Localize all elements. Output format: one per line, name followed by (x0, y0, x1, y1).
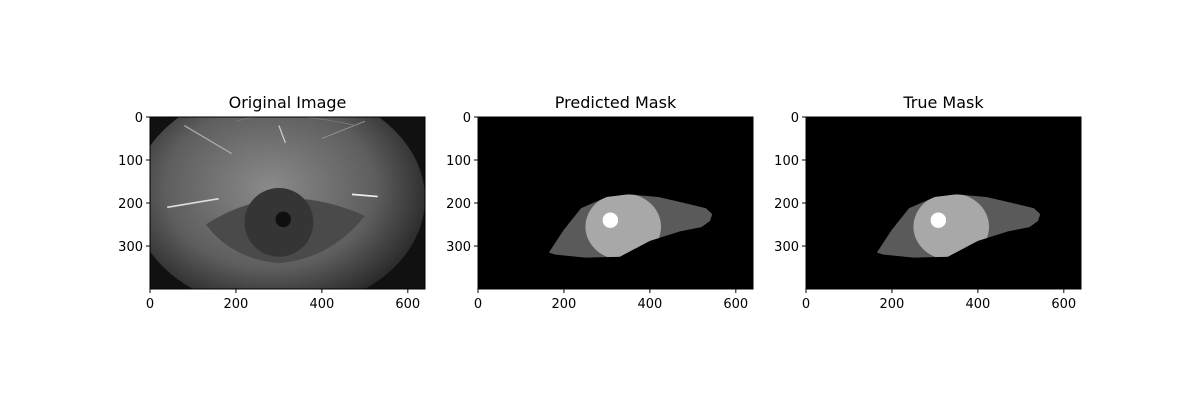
y-tick-label: 100 (446, 154, 471, 169)
x-tick-label: 600 (395, 297, 420, 312)
panel-title: Original Image (229, 93, 347, 112)
image (150, 117, 426, 290)
image-content (806, 117, 1081, 289)
panel-title: True Mask (902, 93, 984, 112)
image (478, 117, 753, 289)
y-tick-label: 200 (446, 197, 471, 212)
x-tick-label: 400 (637, 297, 662, 312)
x-tick-label: 400 (965, 297, 990, 312)
image-content (150, 117, 426, 290)
y-tick-label: 300 (446, 240, 471, 255)
y-tick-label: 200 (118, 197, 143, 212)
y-tick-label: 0 (135, 111, 143, 126)
panel-title: Predicted Mask (555, 93, 677, 112)
y-tick-label: 0 (463, 111, 471, 126)
x-tick-label: 200 (880, 297, 905, 312)
y-tick-label: 300 (774, 240, 799, 255)
image (806, 117, 1081, 289)
x-tick-label: 200 (552, 297, 577, 312)
y-tick-label: 200 (774, 197, 799, 212)
x-tick-label: 600 (723, 297, 748, 312)
image-content (478, 117, 753, 289)
y-tick-label: 100 (774, 154, 799, 169)
x-tick-label: 200 (224, 297, 249, 312)
x-tick-label: 400 (309, 297, 334, 312)
x-tick-label: 0 (474, 297, 482, 312)
x-tick-label: 0 (146, 297, 154, 312)
y-tick-label: 100 (118, 154, 143, 169)
x-tick-label: 600 (1051, 297, 1076, 312)
y-tick-label: 0 (791, 111, 799, 126)
x-tick-label: 0 (802, 297, 810, 312)
y-tick-label: 300 (118, 240, 143, 255)
